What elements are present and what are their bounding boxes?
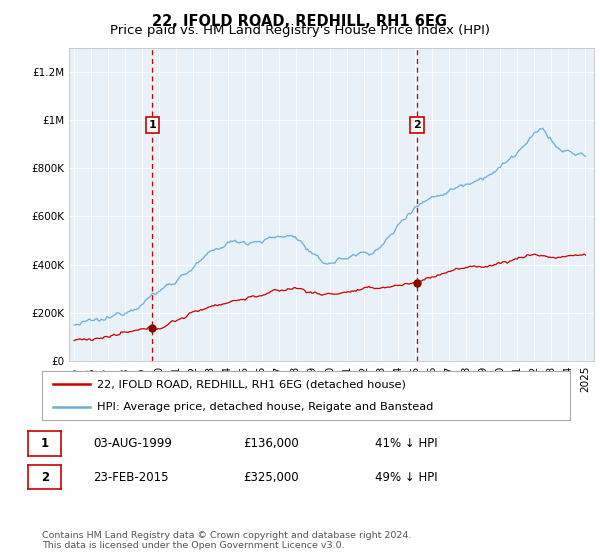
Text: Contains HM Land Registry data © Crown copyright and database right 2024.
This d: Contains HM Land Registry data © Crown c… [42,531,412,550]
Text: 41% ↓ HPI: 41% ↓ HPI [375,437,437,450]
Text: 23-FEB-2015: 23-FEB-2015 [93,470,169,484]
Text: 49% ↓ HPI: 49% ↓ HPI [375,470,437,484]
Text: £325,000: £325,000 [243,470,299,484]
Text: £136,000: £136,000 [243,437,299,450]
Text: 22, IFOLD ROAD, REDHILL, RH1 6EG (detached house): 22, IFOLD ROAD, REDHILL, RH1 6EG (detach… [97,379,406,389]
Text: 1: 1 [41,437,49,450]
Text: 2: 2 [413,120,421,130]
Text: 2: 2 [41,470,49,484]
Text: HPI: Average price, detached house, Reigate and Banstead: HPI: Average price, detached house, Reig… [97,402,434,412]
Text: Price paid vs. HM Land Registry's House Price Index (HPI): Price paid vs. HM Land Registry's House … [110,24,490,37]
Text: 22, IFOLD ROAD, REDHILL, RH1 6EG: 22, IFOLD ROAD, REDHILL, RH1 6EG [152,14,448,29]
Text: 03-AUG-1999: 03-AUG-1999 [93,437,172,450]
Text: 1: 1 [148,120,156,130]
